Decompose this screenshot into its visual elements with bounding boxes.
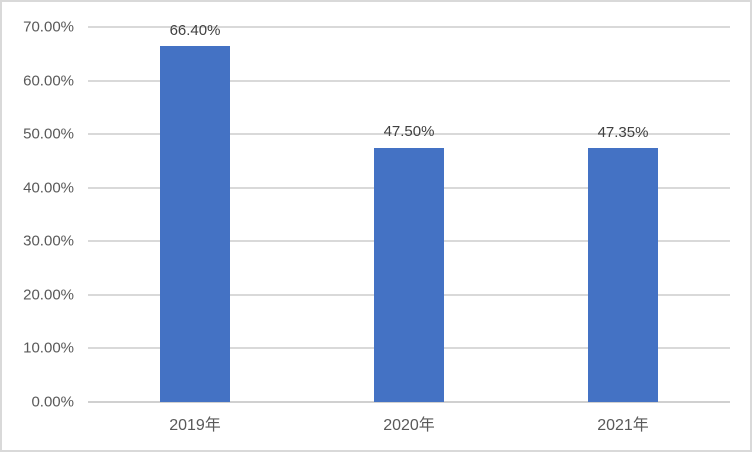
bar-2021年 <box>588 148 658 402</box>
x-axis-category-label: 2021年 <box>597 417 649 434</box>
y-axis-tick-label: 30.00% <box>23 232 74 250</box>
y-axis-tick-label: 60.00% <box>23 72 74 90</box>
y-axis-tick-label: 50.00% <box>23 125 74 143</box>
y-axis-tick-label: 10.00% <box>23 339 74 357</box>
bar-2019年 <box>160 46 230 402</box>
x-axis-category-label: 2020年 <box>383 417 435 434</box>
y-axis-tick-label: 0.00% <box>31 393 74 411</box>
data-label: 47.50% <box>383 123 435 141</box>
bar-2020年 <box>374 147 444 402</box>
y-axis-tick-label: 70.00% <box>23 18 74 36</box>
y-axis: 0.00% 10.00% 20.00% 30.00% 40.00% 50.00% 60.00… <box>2 19 74 411</box>
x-axis: 2019年 2020年 2021年 <box>88 403 730 439</box>
x-axis-line <box>88 401 730 403</box>
gridline <box>88 133 730 136</box>
x-axis-category-label: 2019年 <box>169 417 221 434</box>
gridline <box>88 79 730 82</box>
y-axis-tick-label: 20.00% <box>23 286 74 304</box>
y-axis-tick-label: 40.00% <box>23 179 74 197</box>
plot-area: 66.40% 47.50% 47.35% <box>88 22 730 403</box>
gridline <box>88 26 730 28</box>
data-label: 66.40% <box>169 21 221 39</box>
data-label: 47.35% <box>597 123 649 141</box>
